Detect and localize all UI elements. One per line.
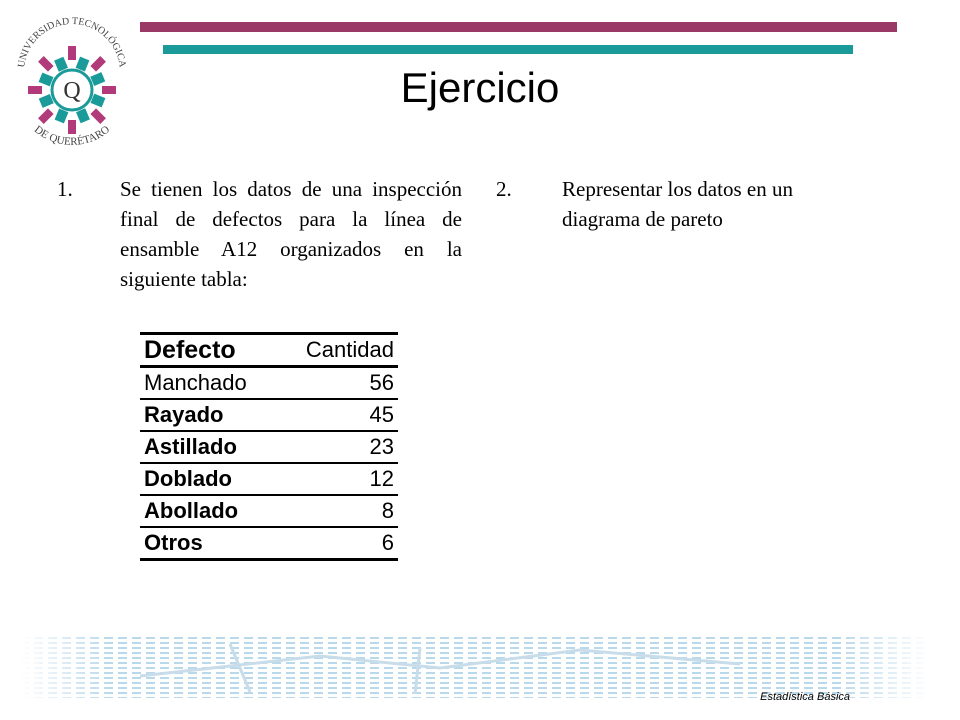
defect-quantity: 23 (369, 434, 394, 459)
table-row: Abollado 8 (140, 495, 398, 527)
defect-quantity: 6 (381, 530, 394, 555)
item-2-number: 2. (496, 177, 512, 201)
university-logo: UNIVERSIDAD TECNOLÓGICA Q DE QUERÉTARO (16, 16, 128, 148)
table-row: Manchado 56 (140, 367, 398, 399)
svg-text:UNIVERSIDAD TECNOLÓGICA: UNIVERSIDAD TECNOLÓGICA (16, 16, 128, 69)
defect-name: Otros (144, 530, 203, 555)
table-row: Astillado 23 (140, 431, 398, 463)
defect-quantity: 56 (369, 370, 394, 395)
table-row: Rayado 45 (140, 399, 398, 431)
header-defecto: Defecto (144, 336, 236, 364)
header-bar-middle (163, 45, 853, 54)
footer-decoration (20, 636, 930, 698)
table-header-row: Defecto Cantidad (140, 333, 398, 367)
table-row: Otros 6 (140, 527, 398, 560)
table-row: Doblado 12 (140, 463, 398, 495)
header-bar-top (140, 22, 897, 32)
item-2-text: Representar los datos en un diagrama de … (562, 177, 793, 231)
defect-name: Astillado (144, 434, 237, 459)
logo-text-top: UNIVERSIDAD TECNOLÓGICA (16, 16, 128, 69)
header-cantidad: Cantidad (305, 337, 394, 362)
item-1-text: Se tienen los datos de una inspección fi… (120, 177, 462, 291)
defect-name: Rayado (144, 402, 224, 427)
defects-table: Defecto Cantidad Manchado 56 Rayado 45 A… (140, 332, 398, 561)
defect-name: Doblado (144, 466, 232, 491)
logo-letter: Q (63, 78, 80, 104)
defect-name: Manchado (144, 370, 247, 395)
defect-quantity: 45 (369, 402, 394, 427)
slide-title: Ejercicio (400, 64, 560, 111)
defect-quantity: 8 (381, 498, 394, 523)
defect-quantity: 12 (369, 466, 394, 491)
item-1-number: 1. (57, 177, 73, 201)
footer-course-name: Estadística Básica (760, 691, 850, 703)
defect-name: Abollado (144, 498, 239, 523)
